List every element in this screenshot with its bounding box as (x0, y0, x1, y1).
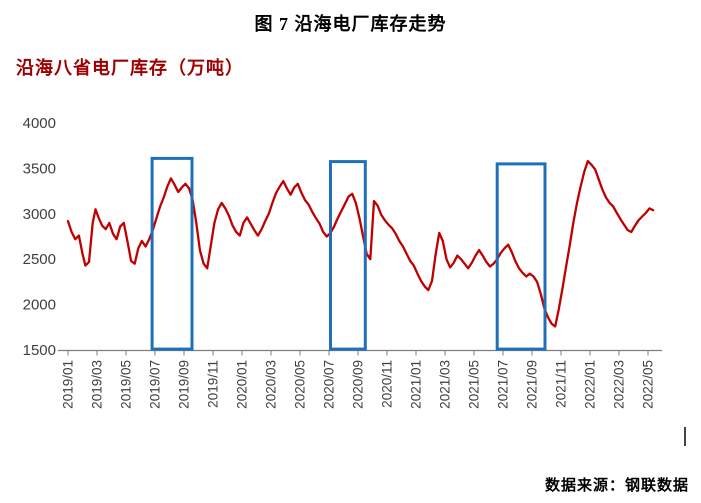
x-axis-tick-label: 2021/05 (467, 360, 482, 409)
x-axis-tick-label: 2020/09 (351, 360, 366, 409)
inventory-trend-chart: 1500 2000 2500 3000 3500 4000 2019/01 2019/03 20… (10, 103, 695, 438)
x-axis-tick-label: 2019/01 (61, 360, 76, 409)
chart-canvas: 1500 2000 2500 3000 3500 4000 2019/01 2019/03 20… (23, 115, 662, 409)
x-axis-tick-label: 2020/11 (380, 360, 395, 408)
x-axis-tick-label: 2021/03 (438, 360, 453, 409)
x-axis-tick-label: 2019/09 (177, 360, 192, 409)
x-axis-tick-label: 2022/05 (641, 360, 656, 409)
data-source-note: 数据来源：钢联数据 (544, 478, 689, 494)
highlight-box (495, 162, 547, 351)
x-axis-tick-label: 2020/03 (264, 360, 279, 409)
highlight-box (329, 160, 367, 351)
x-axis-tick-label: 2020/07 (322, 360, 337, 409)
highlight-box (150, 156, 194, 351)
y-axis-tick-label: 3500 (23, 160, 56, 177)
y-axis-tick-label: 3000 (23, 206, 56, 223)
x-axis-tick-label: 2021/11 (554, 360, 569, 408)
x-axis-tick-label: 2022/01 (583, 360, 598, 409)
x-axis-tick-label: 2019/11 (206, 360, 221, 408)
x-axis-tick-label: 2021/09 (525, 360, 540, 409)
x-axis-tick-label: 2019/05 (119, 360, 134, 409)
x-axis-tick-label: 2020/01 (235, 360, 250, 409)
x-axis-tick-label: 2020/05 (293, 360, 308, 409)
inventory-series-line (66, 159, 655, 328)
x-axis-tick-label: 2021/07 (496, 360, 511, 409)
figure-title: 图 7 沿海电厂库存走势 (254, 14, 447, 34)
y-axis-tick-label: 2500 (23, 251, 56, 268)
y-axis-tick-label: 4000 (23, 115, 56, 132)
y-axis-tick-label: 2000 (23, 297, 56, 314)
chart-heading: 沿海八省电厂库存（万吨） (16, 58, 244, 78)
text-cursor-mark (684, 427, 686, 446)
y-axis-tick-label: 1500 (23, 342, 56, 359)
x-axis-tick-label: 2021/01 (409, 360, 424, 409)
x-axis-tick-label: 2019/03 (90, 360, 105, 409)
x-axis-tick-label: 2019/07 (148, 360, 163, 409)
x-axis-tick-label: 2022/03 (612, 360, 627, 409)
